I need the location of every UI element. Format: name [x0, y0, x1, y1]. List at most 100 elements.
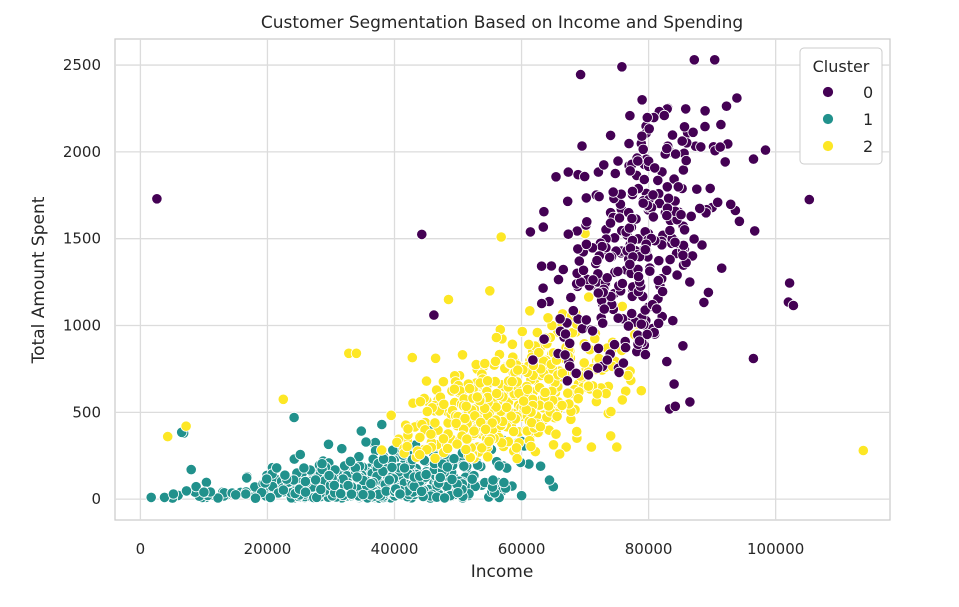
- data-point: [261, 473, 273, 485]
- data-point: [695, 141, 707, 153]
- legend-marker: [822, 140, 834, 152]
- data-point: [554, 313, 566, 325]
- data-point: [151, 193, 163, 205]
- data-point: [264, 491, 276, 504]
- data-point: [425, 428, 437, 440]
- data-point: [601, 272, 613, 284]
- data-point: [664, 224, 676, 237]
- data-point: [605, 405, 617, 418]
- data-point: [531, 326, 543, 339]
- data-point: [456, 349, 469, 361]
- data-point: [604, 217, 617, 229]
- legend-box: [799, 47, 883, 165]
- data-point: [684, 276, 696, 288]
- data-point: [344, 455, 356, 467]
- data-point: [664, 254, 676, 266]
- data-point: [562, 228, 574, 240]
- data-point: [434, 471, 446, 484]
- data-point: [559, 349, 571, 361]
- data-point: [491, 387, 503, 400]
- data-point: [644, 265, 656, 277]
- data-point: [652, 274, 664, 287]
- data-point: [587, 274, 599, 286]
- data-point: [677, 340, 689, 352]
- data-point: [383, 474, 395, 486]
- data-point: [471, 391, 483, 403]
- data-point: [607, 186, 619, 198]
- data-point: [658, 109, 670, 122]
- legend-label: 0: [863, 83, 873, 102]
- data-point: [507, 425, 520, 438]
- data-point: [414, 431, 426, 443]
- data-point: [623, 138, 635, 150]
- data-point: [613, 366, 625, 378]
- data-point: [677, 249, 689, 261]
- data-point: [562, 166, 574, 178]
- data-point: [661, 355, 673, 368]
- data-point: [662, 192, 675, 204]
- data-point: [611, 441, 623, 453]
- data-point: [619, 341, 632, 354]
- y-axis-ticks: 0 500 1000 1500 2000 2500: [63, 56, 101, 508]
- data-point: [577, 264, 590, 276]
- data-point: [636, 94, 648, 106]
- data-point: [612, 265, 624, 277]
- data-point: [316, 458, 328, 470]
- data-point: [476, 442, 488, 454]
- data-point: [578, 357, 590, 369]
- data-point: [605, 430, 617, 442]
- data-point: [550, 171, 562, 183]
- legend-marker: [822, 113, 834, 125]
- legend: Cluster 0 1 2: [799, 47, 883, 165]
- data-point: [592, 287, 604, 299]
- data-point: [661, 143, 673, 155]
- data-point: [565, 291, 577, 304]
- data-point: [438, 492, 451, 504]
- data-point: [538, 206, 550, 218]
- data-point: [351, 471, 363, 483]
- data-point: [632, 270, 645, 283]
- data-point: [591, 254, 603, 267]
- y-tick-label: 2000: [63, 143, 101, 161]
- data-point: [698, 296, 710, 308]
- data-point: [446, 473, 458, 485]
- data-point: [593, 191, 605, 203]
- legend-title: Cluster: [813, 57, 870, 76]
- data-point: [524, 305, 536, 317]
- data-point: [608, 338, 621, 351]
- data-point: [551, 410, 563, 422]
- data-point: [420, 468, 432, 481]
- data-point: [572, 393, 584, 405]
- data-point: [709, 54, 721, 66]
- data-point: [643, 123, 655, 135]
- data-point: [345, 488, 358, 500]
- data-point: [592, 342, 605, 354]
- data-point: [649, 162, 661, 174]
- data-point: [394, 488, 406, 500]
- data-point: [624, 165, 636, 177]
- data-point: [511, 452, 523, 465]
- data-point: [350, 347, 362, 359]
- data-point: [598, 303, 610, 315]
- data-point: [365, 478, 377, 490]
- data-point: [613, 212, 626, 224]
- data-point: [616, 61, 628, 73]
- data-point: [479, 357, 491, 370]
- data-point: [639, 244, 651, 256]
- data-point: [299, 486, 312, 498]
- data-point: [391, 436, 403, 448]
- data-point: [623, 222, 636, 234]
- data-point: [398, 462, 411, 474]
- data-point: [803, 194, 815, 206]
- data-point: [464, 382, 476, 395]
- data-point: [586, 325, 599, 337]
- data-point: [241, 472, 253, 484]
- data-point: [747, 153, 760, 165]
- x-tick-label: 60000: [498, 540, 546, 558]
- data-point: [466, 473, 478, 485]
- data-point: [561, 375, 574, 387]
- data-point: [733, 215, 746, 227]
- data-point: [731, 92, 743, 104]
- data-point: [539, 386, 551, 399]
- data-point: [534, 460, 547, 472]
